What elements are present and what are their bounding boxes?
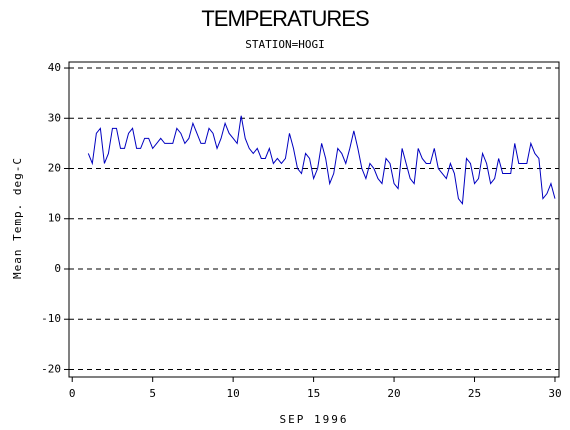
y-tick-label: -10: [41, 312, 61, 325]
x-axis-label: SEP 1996: [280, 413, 349, 426]
x-tick-label: 0: [69, 387, 76, 400]
chart-subtitle: STATION=HOGI: [245, 38, 324, 51]
y-tick-label: 10: [48, 212, 61, 225]
x-tick-label: 5: [149, 387, 156, 400]
chart-title: TEMPERATURES: [201, 6, 369, 31]
x-tick-label: 30: [548, 387, 561, 400]
y-tick-label: 40: [48, 61, 61, 74]
y-axis-label: Mean Temp. deg-C: [11, 157, 24, 279]
data-line: [87, 115, 556, 205]
x-tick-label: 20: [387, 387, 400, 400]
y-tick-label: 0: [54, 262, 61, 275]
y-tick-label: 20: [48, 162, 61, 175]
x-tick-label: 10: [227, 387, 240, 400]
y-tick-label: 30: [48, 111, 61, 124]
x-tick-label: 25: [468, 387, 481, 400]
y-tick-label: -20: [41, 362, 61, 375]
x-tick-label: 15: [307, 387, 320, 400]
